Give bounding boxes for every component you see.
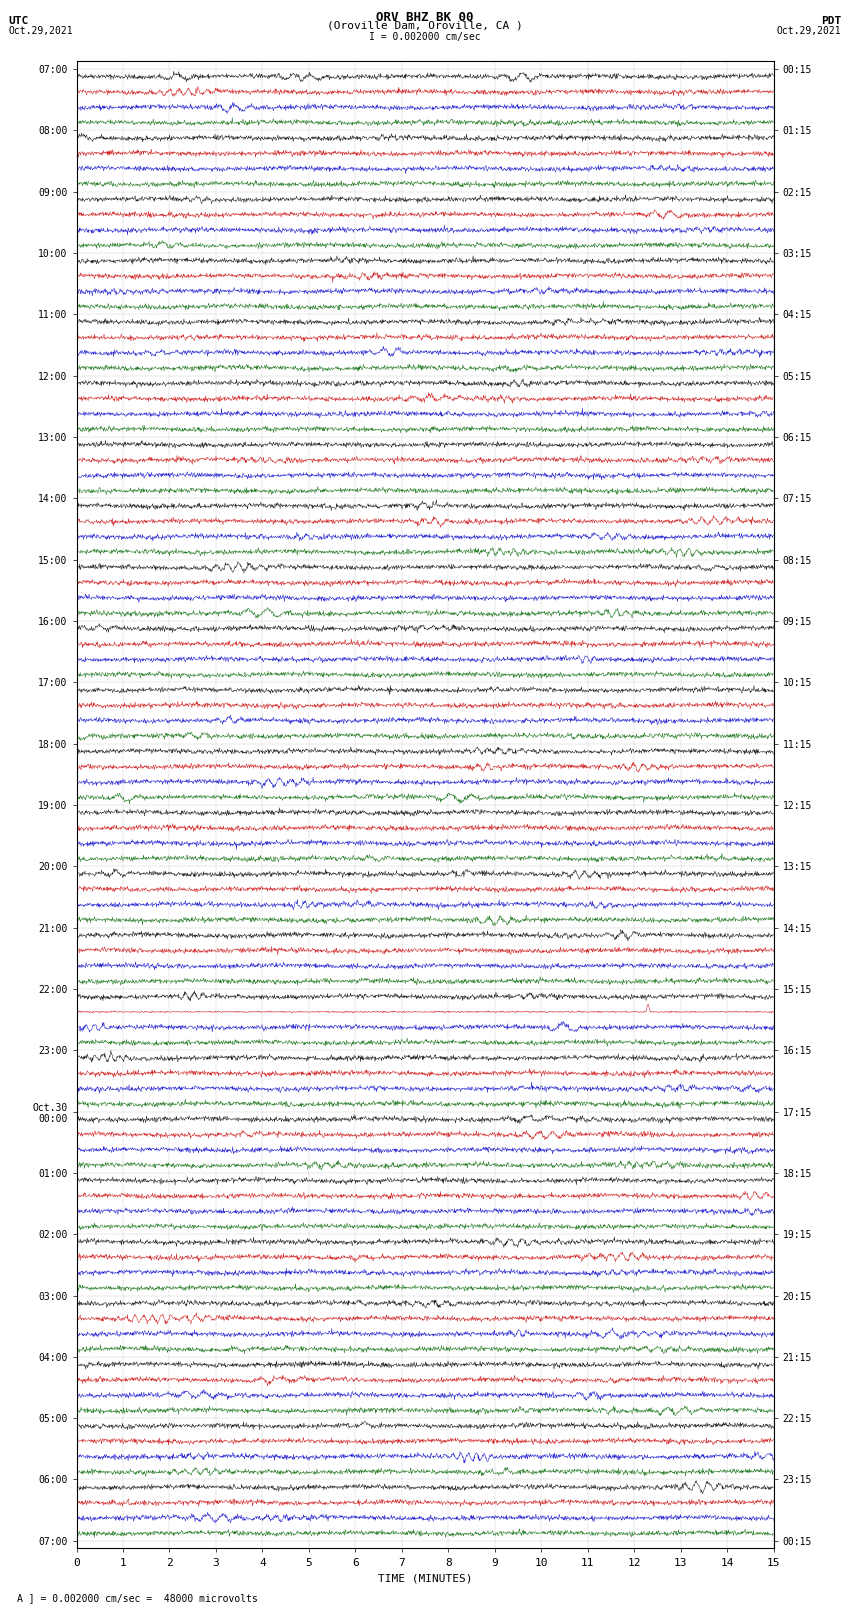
Text: Oct.29,2021: Oct.29,2021 xyxy=(8,26,73,35)
X-axis label: TIME (MINUTES): TIME (MINUTES) xyxy=(377,1573,473,1582)
Text: (Oroville Dam, Oroville, CA ): (Oroville Dam, Oroville, CA ) xyxy=(327,21,523,31)
Text: Oct.29,2021: Oct.29,2021 xyxy=(777,26,842,35)
Text: ORV BHZ BK 00: ORV BHZ BK 00 xyxy=(377,11,473,24)
Text: A ] = 0.002000 cm/sec =  48000 microvolts: A ] = 0.002000 cm/sec = 48000 microvolts xyxy=(17,1594,258,1603)
Text: UTC: UTC xyxy=(8,16,29,26)
Text: I = 0.002000 cm/sec: I = 0.002000 cm/sec xyxy=(369,32,481,42)
Text: PDT: PDT xyxy=(821,16,842,26)
